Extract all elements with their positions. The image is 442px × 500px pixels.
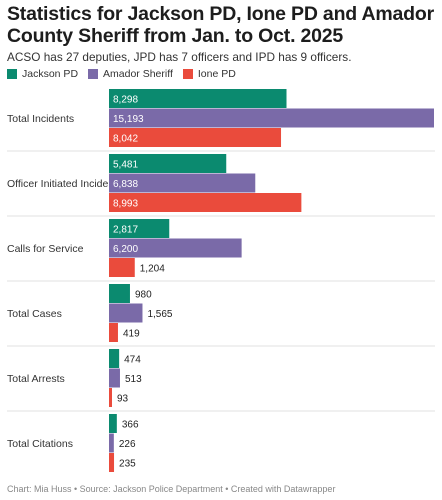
value-label-amador-sheriff-total-cases: 1,565 (147, 309, 172, 320)
legend: Jackson PD Amador Sheriff Ione PD (7, 68, 236, 80)
category-label-total-arrests: Total Arrests (7, 373, 65, 385)
bar-ione-pd-total-arrests (109, 388, 112, 407)
legend-item-jackson: Jackson PD (7, 68, 78, 80)
value-label-jackson-pd-officer-initiated-incidents: 5,481 (113, 159, 138, 170)
bar-ione-pd-calls-for-service (109, 258, 135, 277)
bar-ione-pd-total-citations (109, 453, 115, 472)
value-label-jackson-pd-total-incidents: 8,298 (113, 94, 138, 105)
bar-ione-pd-officer-initiated-incidents (109, 193, 302, 212)
legend-swatch-ione (182, 69, 193, 79)
bar-amador-sheriff-officer-initiated-incidents (109, 173, 256, 193)
chart-footer: Chart: Mia Huss • Source: Jackson Police… (7, 484, 336, 494)
bar-amador-sheriff-calls-for-service (109, 238, 242, 258)
bar-amador-sheriff-total-citations (109, 433, 114, 453)
chart-title: Statistics for Jackson PD, Ione PD and A… (7, 3, 434, 47)
legend-label-ione: Ione PD (197, 68, 236, 80)
value-label-amador-sheriff-officer-initiated-incidents: 6,838 (113, 179, 138, 190)
bar-amador-sheriff-total-cases (109, 303, 143, 323)
legend-swatch-amador (88, 69, 99, 79)
value-label-ione-pd-total-arrests: 93 (117, 393, 129, 404)
legend-label-jackson: Jackson PD (22, 68, 79, 80)
legend-item-amador: Amador Sheriff (88, 68, 173, 80)
value-label-amador-sheriff-total-incidents: 15,193 (113, 114, 144, 125)
legend-label-amador: Amador Sheriff (103, 68, 173, 80)
value-label-ione-pd-total-citations: 235 (119, 458, 136, 469)
bar-amador-sheriff-total-arrests (109, 368, 120, 388)
bar-jackson-pd-calls-for-service (109, 219, 170, 238)
value-label-ione-pd-total-cases: 419 (123, 328, 140, 339)
value-label-amador-sheriff-total-citations: 226 (119, 439, 136, 450)
value-label-ione-pd-total-incidents: 8,042 (113, 133, 138, 144)
bar-chart: Total Incidents 8,298 15,193 8,042 Officer I… (7, 89, 435, 472)
value-label-jackson-pd-calls-for-service: 2,817 (113, 224, 138, 235)
bar-jackson-pd-total-citations (109, 414, 117, 433)
value-label-ione-pd-calls-for-service: 1,204 (140, 263, 165, 274)
bar-jackson-pd-total-cases (109, 284, 130, 303)
category-label-total-citations: Total Citations (7, 438, 73, 450)
category-label-total-cases: Total Cases (7, 308, 62, 320)
bar-ione-pd-total-cases (109, 323, 118, 342)
category-label-officer-initiated-incidents: Officer Initiated Incidents (7, 178, 122, 190)
value-label-amador-sheriff-total-arrests: 513 (125, 374, 142, 385)
value-label-ione-pd-officer-initiated-incidents: 8,993 (113, 198, 138, 209)
value-label-jackson-pd-total-cases: 980 (135, 289, 152, 300)
bar-ione-pd-total-incidents (109, 128, 282, 147)
bar-jackson-pd-officer-initiated-incidents (109, 154, 227, 173)
bar-amador-sheriff-total-incidents (109, 108, 434, 128)
value-label-jackson-pd-total-citations: 366 (122, 419, 139, 430)
chart-subtitle: ACSO has 27 deputies, JPD has 7 officers… (7, 50, 352, 64)
category-label-total-incidents: Total Incidents (7, 113, 74, 125)
legend-swatch-jackson (7, 69, 17, 79)
bar-jackson-pd-total-arrests (109, 349, 120, 368)
value-label-amador-sheriff-calls-for-service: 6,200 (113, 244, 138, 255)
category-label-calls-for-service: Calls for Service (7, 243, 84, 255)
legend-item-ione: Ione PD (182, 68, 236, 80)
bar-jackson-pd-total-incidents (109, 89, 287, 108)
value-label-jackson-pd-total-arrests: 474 (124, 354, 141, 365)
